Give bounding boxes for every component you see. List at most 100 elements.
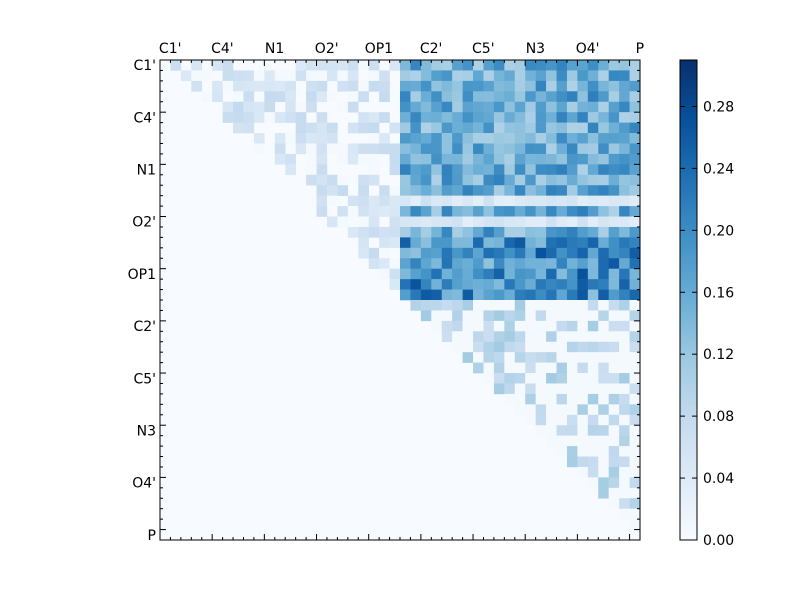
heatmap-cell xyxy=(326,143,338,155)
heatmap-cell xyxy=(514,279,526,290)
heatmap-cell xyxy=(316,164,328,176)
heatmap-cell xyxy=(556,143,568,155)
heatmap-cell xyxy=(368,216,380,228)
heatmap-cell xyxy=(546,310,557,322)
heatmap-cell xyxy=(483,133,495,144)
heatmap-cell xyxy=(379,70,390,82)
heatmap-cell xyxy=(514,237,526,249)
heatmap-cell xyxy=(389,60,401,71)
heatmap-cell xyxy=(598,268,609,280)
heatmap-cell xyxy=(358,247,369,259)
heatmap-cell xyxy=(441,216,453,228)
heatmap-cell xyxy=(368,70,380,82)
heatmap-cell xyxy=(587,331,599,343)
heatmap-cell xyxy=(535,320,547,332)
heatmap-cell xyxy=(587,164,599,176)
heatmap-cell xyxy=(452,289,463,301)
heatmap-cell xyxy=(400,289,411,301)
heatmap-cell xyxy=(598,310,609,322)
heatmap-cell xyxy=(577,383,589,395)
heatmap-cell xyxy=(629,174,641,186)
heatmap-cell xyxy=(285,153,296,165)
heatmap-cell xyxy=(368,174,380,186)
heatmap-cell xyxy=(295,60,307,71)
heatmap-cell xyxy=(410,195,422,207)
heatmap-cell xyxy=(431,226,443,238)
heatmap-cell xyxy=(326,185,338,196)
heatmap-cell xyxy=(566,80,578,92)
heatmap-cell xyxy=(535,310,547,322)
heatmap-cell xyxy=(400,279,411,290)
heatmap-cell xyxy=(619,216,630,228)
heatmap-cell xyxy=(441,174,453,186)
heatmap-cell xyxy=(431,153,443,165)
heatmap-cell xyxy=(629,279,641,290)
heatmap-cell xyxy=(525,91,536,103)
heatmap-cell xyxy=(473,60,484,71)
heatmap-cell xyxy=(441,289,453,301)
heatmap-cell xyxy=(389,153,401,165)
heatmap-cell xyxy=(493,80,505,92)
heatmap-cell xyxy=(619,508,630,520)
heatmap-cell xyxy=(452,279,463,290)
heatmap-cell xyxy=(306,91,317,103)
heatmap-cell xyxy=(535,195,547,207)
heatmap-cell xyxy=(556,122,568,134)
heatmap-cell xyxy=(525,393,536,405)
heatmap-cell xyxy=(566,258,578,269)
heatmap-cell xyxy=(504,300,516,311)
heatmap-cell xyxy=(608,133,620,144)
heatmap-cell xyxy=(483,310,495,322)
heatmap-cell xyxy=(483,268,495,280)
heatmap-cell xyxy=(514,373,526,384)
heatmap-cell xyxy=(514,174,526,186)
heatmap-cell xyxy=(441,122,453,134)
heatmap-cell xyxy=(514,70,526,82)
heatmap-cell xyxy=(619,435,630,447)
heatmap-cell xyxy=(566,279,578,290)
heatmap-cell xyxy=(598,91,609,103)
heatmap-cell xyxy=(222,101,234,113)
heatmap-cell xyxy=(608,487,620,499)
heatmap-cell xyxy=(493,143,505,155)
heatmap-cell xyxy=(473,320,484,332)
y-tick-label: C1' xyxy=(133,58,156,74)
heatmap-cell xyxy=(598,101,609,113)
y-tick-label: C4' xyxy=(133,110,156,126)
heatmap-cell xyxy=(326,60,338,71)
heatmap-cell xyxy=(462,60,474,71)
heatmap-cell xyxy=(389,216,401,228)
heatmap-cell xyxy=(420,237,432,249)
heatmap-cell xyxy=(566,216,578,228)
x-tick-label: C5' xyxy=(472,41,495,57)
heatmap-cell xyxy=(441,226,453,238)
heatmap-cell xyxy=(473,362,484,374)
heatmap-cell xyxy=(629,477,641,489)
heatmap-cell xyxy=(546,268,557,280)
heatmap-cell xyxy=(598,414,609,426)
heatmap-cell xyxy=(556,425,568,436)
heatmap-cell xyxy=(619,206,630,217)
heatmap-cell xyxy=(504,320,516,332)
heatmap-cell xyxy=(400,206,411,217)
heatmap-cell xyxy=(525,143,536,155)
heatmap-cell xyxy=(326,195,338,207)
heatmap-cell xyxy=(629,60,641,71)
heatmap-cell xyxy=(598,300,609,311)
heatmap-cell xyxy=(525,164,536,176)
heatmap-cell xyxy=(504,268,516,280)
heatmap-cell xyxy=(577,80,589,92)
heatmap-cell xyxy=(410,300,422,311)
heatmap-cell xyxy=(608,237,620,249)
heatmap-cell xyxy=(483,185,495,196)
heatmap-cell xyxy=(420,268,432,280)
heatmap-cell xyxy=(337,216,349,228)
heatmap-cell xyxy=(535,153,547,165)
heatmap-cell xyxy=(587,446,599,457)
heatmap-cell xyxy=(368,226,380,238)
heatmap-cell xyxy=(546,112,557,123)
x-tick-label: OP1 xyxy=(365,41,393,57)
heatmap-cell xyxy=(400,164,411,176)
heatmap-cell xyxy=(619,237,630,249)
heatmap-cell xyxy=(566,300,578,311)
